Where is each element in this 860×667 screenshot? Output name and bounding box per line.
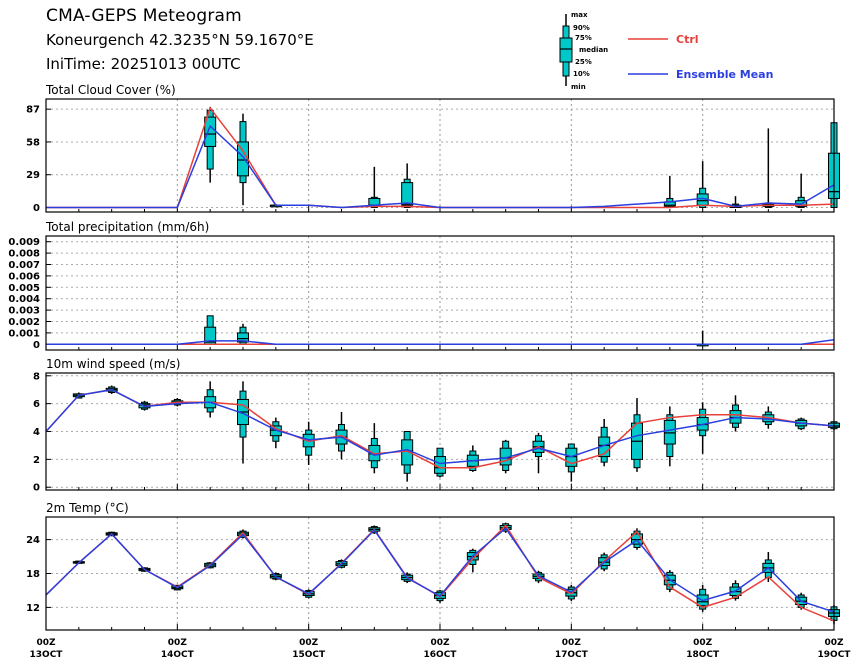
- panel-title: 10m wind speed (m/s): [46, 357, 180, 371]
- x-tick-date: 13OCT: [30, 650, 64, 660]
- y-tick-label: 0: [33, 203, 40, 214]
- legend-box-label: 90%: [573, 24, 590, 32]
- y-tick-label: 0.008: [8, 249, 40, 260]
- x-tick-time: 00Z: [430, 638, 450, 648]
- y-tick-label: 0: [33, 483, 40, 494]
- ensemble-mean-line: [45, 527, 835, 613]
- x-tick-time: 00Z: [562, 638, 582, 648]
- y-tick-label: 0.004: [8, 294, 40, 305]
- y-tick-label: 87: [26, 105, 40, 116]
- legend-box-label: min: [571, 83, 586, 91]
- box-25-75: [401, 182, 414, 206]
- panel-frame: [45, 516, 835, 631]
- legend-box-25-75: [559, 37, 573, 63]
- ctrl-line: [45, 388, 835, 469]
- x-tick-time: 00Z: [299, 638, 319, 648]
- x-tick-time: 00Z: [168, 638, 188, 648]
- legend-box-label: 25%: [575, 58, 592, 66]
- y-tick-label: 8: [33, 371, 40, 382]
- y-tick-label: 18: [26, 569, 40, 580]
- y-tick-label: 0.003: [8, 306, 40, 317]
- y-tick-label: 0.009: [8, 237, 40, 248]
- box-25-75: [237, 332, 249, 343]
- x-tick-date: 17OCT: [555, 650, 589, 660]
- x-tick-time: 00Z: [36, 638, 56, 648]
- y-tick-label: 0.005: [8, 283, 40, 294]
- y-tick-label: 4: [33, 427, 40, 438]
- legend-box-label: 75%: [575, 34, 592, 42]
- location-label: Koneurgench 42.3235°N 59.1670°E: [46, 31, 314, 49]
- y-tick-label: 12: [26, 603, 40, 614]
- legend-ctrl-label: Ctrl: [676, 33, 699, 46]
- ensemble-mean-line: [45, 388, 835, 465]
- x-tick-time: 00Z: [693, 638, 713, 648]
- x-tick-time: 00Z: [824, 638, 844, 648]
- box-25-75: [663, 419, 676, 445]
- y-tick-label: 0.002: [8, 317, 40, 328]
- init-time-label: IniTime: 20251013 00UTC: [46, 55, 241, 73]
- y-tick-label: 0.006: [8, 271, 40, 282]
- legend-mean-label: Ensemble Mean: [676, 68, 773, 81]
- legend-box-label: median: [579, 46, 608, 54]
- x-tick-date: 16OCT: [424, 650, 458, 660]
- legend-box-label: max: [571, 11, 588, 19]
- y-tick-label: 29: [26, 170, 40, 181]
- y-tick-label: 0.001: [8, 328, 40, 339]
- x-tick-date: 15OCT: [292, 650, 326, 660]
- y-tick-label: 0.007: [8, 260, 40, 271]
- panel-title: 2m Temp (°C): [46, 501, 129, 515]
- meteogram-title: CMA-GEPS Meteogram: [46, 6, 242, 26]
- y-tick-label: 0: [33, 340, 40, 351]
- ensemble-mean-line: [46, 124, 835, 209]
- x-tick-date: 19OCT: [818, 650, 852, 660]
- panel-title: Total Cloud Cover (%): [45, 83, 176, 97]
- legend-box-label: 10%: [573, 70, 590, 78]
- y-tick-label: 24: [26, 535, 40, 546]
- y-tick-label: 58: [26, 137, 40, 148]
- x-tick-date: 18OCT: [686, 650, 720, 660]
- panel-title: Total precipitation (mm/6h): [45, 220, 209, 234]
- y-tick-label: 6: [33, 399, 40, 410]
- ctrl-line: [46, 106, 835, 209]
- x-tick-date: 14OCT: [161, 650, 195, 660]
- y-tick-label: 2: [33, 455, 40, 466]
- ensemble-mean-line: [46, 338, 835, 346]
- panel-frame: [45, 372, 835, 491]
- panel-frame: [45, 235, 835, 351]
- panel-frame: [45, 98, 835, 213]
